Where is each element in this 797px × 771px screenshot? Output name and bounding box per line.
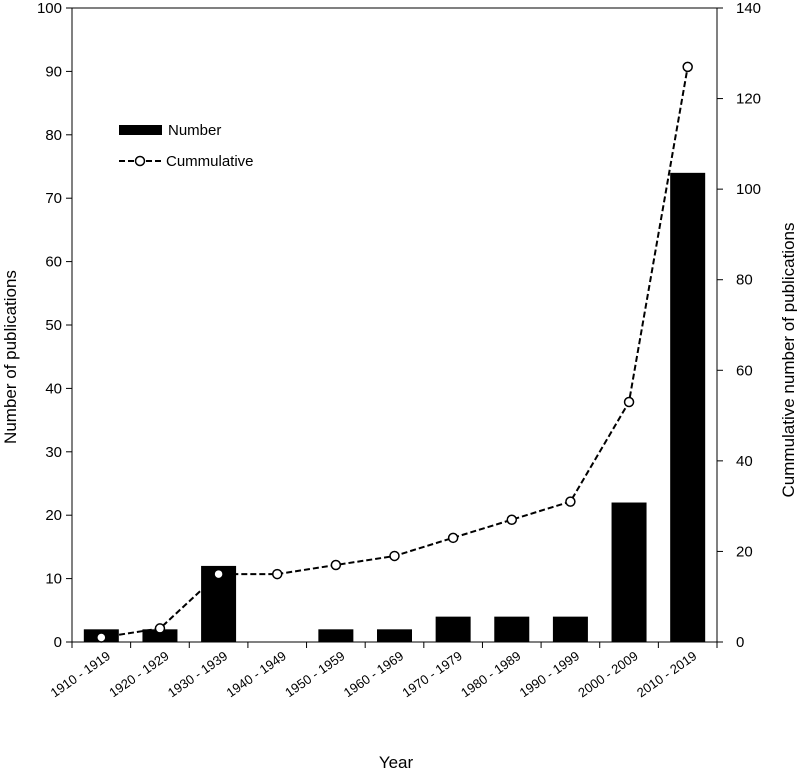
y-tick-label-4: 40: [45, 380, 62, 397]
cumulative-point-2: [213, 568, 224, 580]
bar-4: [318, 629, 354, 642]
bar-9: [611, 502, 647, 642]
bar-1: [142, 629, 178, 642]
x-tick-label-0: 1910 - 1919: [48, 648, 113, 700]
y2-tick-label-0: 0: [736, 634, 744, 651]
cumulative-point-4: [330, 559, 342, 571]
cumulative-point-8: [565, 496, 576, 507]
y2-tick-label-5: 100: [736, 181, 761, 198]
x-tick-label-7: 1980 - 1989: [458, 648, 523, 700]
cumulative-point-1: [154, 623, 166, 634]
x-axis-title: Year: [379, 753, 414, 771]
x-tick-label-8: 1990 - 1999: [517, 648, 582, 700]
left-axis-ticks: 0 10 20 30 40 50 60 70 80 90 100: [37, 0, 72, 651]
y-tick-label-0: 0: [54, 634, 62, 651]
y-axis-title: Number of publications: [1, 270, 20, 444]
x-tick-label-2: 1930 - 1939: [165, 648, 230, 700]
cumulative-line-group: [96, 61, 693, 643]
bar-7: [494, 616, 530, 642]
y-tick-label-7: 70: [45, 190, 62, 207]
cumulative-point-9: [623, 396, 635, 408]
y2-tick-label-3: 60: [736, 362, 753, 379]
y2-tick-label-1: 20: [736, 543, 753, 560]
y-tick-label-8: 80: [45, 127, 62, 144]
x-tick-label-4: 1950 - 1959: [282, 648, 347, 700]
x-tick-label-3: 1940 - 1949: [223, 648, 288, 700]
x-tick-label-6: 1970 - 1979: [399, 648, 464, 700]
cumulative-point-0: [96, 632, 107, 643]
x-tick-label-9: 2000 - 2009: [575, 648, 640, 700]
bar-5: [377, 629, 412, 642]
y2-tick-label-2: 40: [736, 453, 753, 470]
right-axis-ticks: 0 20 40 60 80 100 120 140: [717, 0, 761, 651]
y2-axis-title: Cummulative number of publications: [779, 223, 797, 498]
cumulative-point-7: [506, 514, 518, 525]
y-tick-label-1: 10: [45, 571, 62, 588]
legend-label-number: Number: [168, 122, 221, 139]
y-tick-label-2: 20: [45, 507, 62, 524]
x-tick-label-10: 2010 - 2019: [634, 648, 699, 700]
y2-tick-label-4: 80: [736, 272, 753, 289]
legend-label-cumulative: Cummulative: [166, 153, 254, 170]
bar-10: [670, 172, 706, 642]
y-tick-label-10: 100: [37, 0, 62, 17]
y-tick-label-6: 60: [45, 254, 62, 271]
cumulative-point-3: [271, 568, 283, 580]
y2-tick-label-6: 120: [736, 91, 761, 108]
x-tick-label-1: 1920 - 1929: [106, 648, 171, 700]
legend: Number Cummulative: [119, 122, 254, 170]
bars-group: [83, 172, 706, 642]
bar-8: [552, 616, 588, 642]
bar-6: [435, 616, 471, 642]
y-tick-label-3: 30: [45, 444, 62, 461]
y-tick-label-5: 50: [45, 317, 62, 334]
legend-swatch-number: [119, 125, 162, 135]
y-tick-label-9: 90: [45, 63, 62, 80]
y2-tick-label-7: 140: [736, 0, 761, 17]
cumulative-point-5: [389, 550, 400, 562]
cumulative-point-10: [682, 61, 693, 73]
legend-marker-cumulative: [134, 155, 146, 167]
cumulative-point-6: [447, 532, 459, 544]
x-tick-label-5: 1960 - 1969: [341, 648, 406, 700]
